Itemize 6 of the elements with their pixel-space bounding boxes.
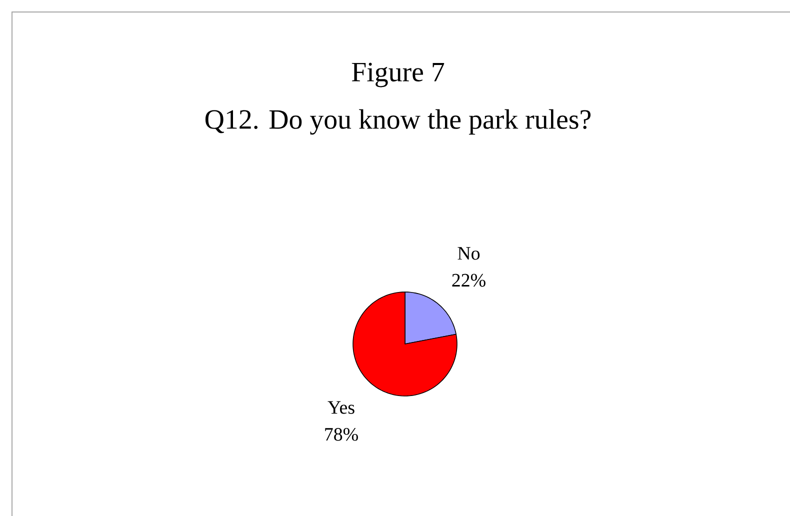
data-label: 22% [452, 274, 486, 287]
chart-subtitle: Q12. Do you know the park rules? [205, 109, 591, 135]
data-label: 78% [325, 428, 358, 441]
slice-label: No [458, 247, 480, 260]
chart-title: Figure 7 [352, 62, 444, 88]
slice-label: Yes [328, 401, 354, 414]
